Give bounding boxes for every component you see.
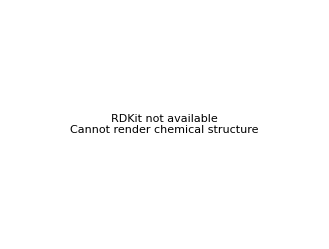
Text: RDKit not available
Cannot render chemical structure: RDKit not available Cannot render chemic… bbox=[70, 114, 259, 135]
